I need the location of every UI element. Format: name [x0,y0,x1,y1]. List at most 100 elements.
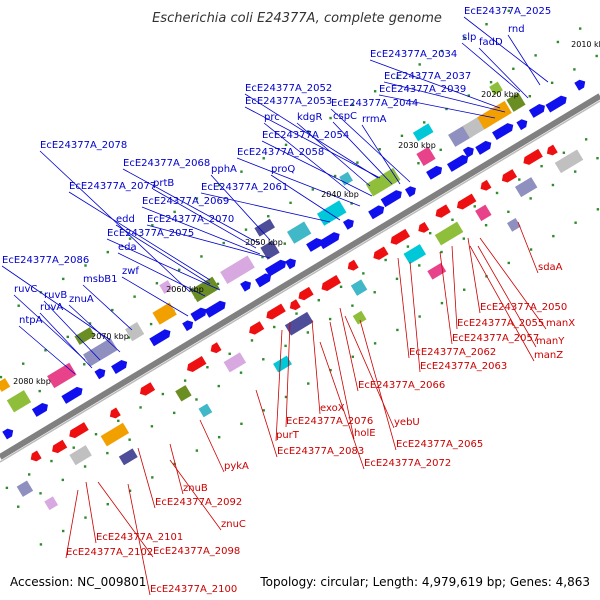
leader-line [369,59,501,109]
leader-line [82,284,133,331]
tick-mark [217,384,220,388]
forward-gene-arrow [264,259,287,277]
gene-label: ruvA [40,302,63,313]
genome-summary-text: Topology: circular; Length: 4,979,619 bp… [259,575,590,589]
annotation-block [6,390,32,413]
annotation-block [47,362,77,389]
tick-mark [423,121,426,124]
scale-ticks [0,9,600,546]
gene-label: purT [276,430,300,441]
forward-gene-arrow [574,79,586,91]
leader-line [332,121,393,185]
forward-gene-arrow [405,186,416,198]
tick-mark [39,492,42,495]
gene-label: EcE24377A_2066 [358,380,445,391]
annotation-block [69,445,92,466]
leader-line [261,140,373,197]
gene-label: prtB [153,178,174,189]
tick-mark [350,202,353,205]
leader-line [478,47,529,99]
leader-line [121,276,189,317]
annotation-block [273,355,292,373]
leader-line [383,81,506,113]
reverse-gene-arrow [523,148,543,165]
tick-mark [151,476,154,479]
annotation-block [260,240,280,260]
tick-mark [183,379,187,382]
gene-label: ruvC [14,284,37,295]
tick-mark [378,148,381,151]
annotation-block [506,92,526,112]
tick-mark [556,40,560,44]
tick-mark [395,277,399,281]
leader-line [169,459,222,531]
tick-mark [351,103,355,106]
tick-mark [195,197,199,200]
tick-mark [507,9,511,13]
gene-label: exoX [320,403,345,414]
annotation-block [254,218,275,237]
tick-mark [195,398,198,401]
annotation-block [352,310,367,325]
gene-label: pphA [211,164,237,175]
tick-mark [149,322,153,326]
forward-gene-arrow [2,428,14,440]
tick-mark [418,63,421,66]
tick-mark [128,489,132,492]
tick-mark [595,54,598,58]
leader-line [517,221,539,274]
tick-mark [177,268,181,272]
annotation-block [339,171,353,186]
gene-label: EcE24377A_2075 [107,228,194,239]
leader-line [68,191,211,281]
gene-label: sdaA [538,262,563,273]
leader-line [13,294,86,361]
leader-line [344,315,395,429]
tick-mark [574,221,577,224]
leader-line [141,206,261,255]
leader-line [127,483,151,596]
forward-gene-arrow [182,320,194,332]
forward-gene-arrow [149,329,171,347]
label-leader-lines [1,16,549,596]
gene-label: eda [118,242,137,253]
gene-label: znuB [183,483,208,494]
reverse-gene-arrow [373,246,389,260]
tick-mark [0,375,3,379]
leader-line [359,319,397,451]
tick-mark [329,116,332,120]
tick-mark [596,208,600,211]
leader-line [255,389,278,458]
gene-label: fadD [479,37,503,48]
tick-mark [106,503,109,506]
forward-gene-arrow [318,232,340,250]
reverse-gene-arrow [69,422,89,439]
gene-label: pykA [224,461,249,472]
genome-backbone-shadow [0,100,600,463]
tick-mark [373,291,376,294]
annotation-block [284,311,314,336]
tick-mark [39,543,43,546]
leader-line [68,304,121,353]
leader-line [311,319,321,415]
forward-gene-arrow [446,154,469,172]
tick-mark [200,255,203,258]
reverse-gene-arrow [289,299,301,311]
tick-mark [17,505,20,508]
tick-mark [72,446,75,449]
gene-label: znuA [69,294,94,305]
leader-line [319,341,365,470]
reverse-gene-arrow [321,275,341,292]
leader-line [477,245,537,348]
leader-line [146,224,271,259]
tick-mark [328,317,332,321]
tick-mark [339,285,343,288]
forward-gene-arrow [94,368,106,380]
tick-mark [150,425,154,428]
forward-gene-arrow [342,218,354,230]
leader-line [451,245,458,330]
forward-gene-arrow [380,190,402,208]
tick-mark [284,143,288,147]
gene-label: EcE24377A_2083 [277,446,364,457]
